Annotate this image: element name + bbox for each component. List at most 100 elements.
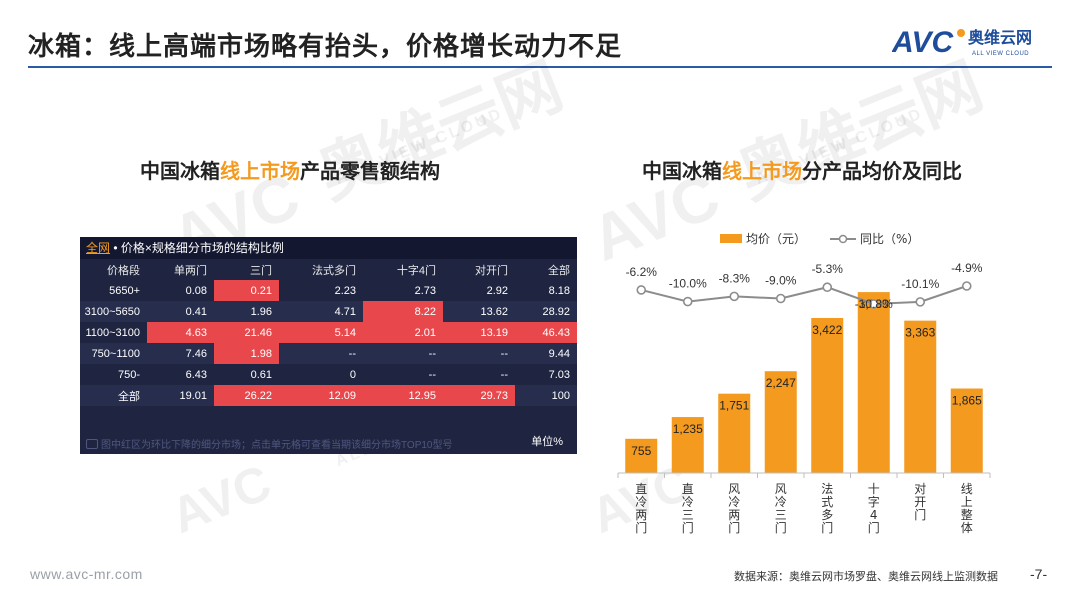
table-row: 750- 6.43 0.61 0 -- -- 7.03 xyxy=(80,364,577,385)
svg-text:奥维云网: 奥维云网 xyxy=(968,28,1032,47)
table-cell[interactable]: 7.03 xyxy=(548,368,570,381)
table-cell[interactable]: 1.98 xyxy=(214,343,279,364)
table-cell[interactable]: 2.23 xyxy=(334,284,356,297)
table-cell[interactable]: 5.14 xyxy=(279,322,363,343)
category-label-char: 对 xyxy=(914,482,926,496)
title-highlight: 线上市场 xyxy=(220,161,300,183)
table-cell[interactable]: 1.96 xyxy=(214,301,279,322)
bar xyxy=(625,438,658,473)
legend-label-line: 同比（%） xyxy=(860,232,919,246)
table-cell[interactable]: 8.22 xyxy=(363,301,443,322)
table-cell[interactable]: 12.09 xyxy=(279,385,363,406)
table-cell[interactable]: 19.01 xyxy=(147,385,214,406)
table-cell[interactable]: -- xyxy=(279,343,363,364)
table-cell[interactable]: 9.44 xyxy=(515,343,577,364)
yoy-label: -9.0% xyxy=(765,274,797,288)
title-post: 产品零售额结构 xyxy=(300,161,440,183)
table-cell[interactable]: -- xyxy=(428,368,436,381)
structure-table-panel: 全网 • 价格×规格细分市场的结构比例 价格段 单两门 三门 法式多门 十字4门 对开门全… xyxy=(80,237,577,454)
table-cell[interactable]: 13.62 xyxy=(443,301,515,322)
table-row: 全部 19.01 26.22 12.09 12.95 29.73 100 xyxy=(80,385,577,406)
bar-value-label: 1,751 xyxy=(719,399,749,413)
category-label-char: 十 xyxy=(868,482,880,496)
table-cell[interactable]: 13.19 xyxy=(443,322,515,343)
category-label-char: 法 xyxy=(821,482,833,496)
table-cell[interactable]: 0.41 xyxy=(147,301,214,322)
table-cell[interactable]: 4.63 xyxy=(147,322,214,343)
table-note: 图中红区为环比下降的细分市场；点击单元格可查看当期该细分市场TOP10型号 xyxy=(86,436,453,451)
table-cell[interactable]: 2.92 xyxy=(486,284,508,297)
structure-table: 价格段 单两门 三门 法式多门 十字4门 对开门 全部 5650+ 0.08 0.21 2.23 2… xyxy=(80,259,577,406)
row-label: 5650+ xyxy=(109,284,140,297)
table-cell[interactable]: 0 xyxy=(349,368,356,381)
table-cell[interactable]: 2.01 xyxy=(363,322,443,343)
bar xyxy=(811,317,844,473)
row-label: 1100~3100 xyxy=(85,326,140,339)
column-header: 法式多门 xyxy=(312,264,356,277)
title-pre: 中国冰箱 xyxy=(642,161,722,183)
table-cell[interactable]: 26.22 xyxy=(214,385,279,406)
table-cell[interactable]: 6.43 xyxy=(185,368,207,381)
table-cell[interactable]: 29.73 xyxy=(443,385,515,406)
category-label-char: 冷 xyxy=(775,495,787,509)
column-header: 十字4门 xyxy=(396,264,436,277)
table-cell[interactable]: 28.92 xyxy=(515,301,577,322)
bar xyxy=(857,292,890,473)
table-cell[interactable]: -- xyxy=(363,343,443,364)
bar-value-label: 3,422 xyxy=(812,323,842,337)
table-cell[interactable]: 2.73 xyxy=(414,284,436,297)
category-label-char: 体 xyxy=(961,521,973,535)
left-panel-title: 中国冰箱线上市场产品零售额结构 xyxy=(140,155,440,184)
yoy-point xyxy=(868,299,879,309)
table-cell[interactable]: 8.18 xyxy=(548,284,570,297)
category-label-char: 直 xyxy=(635,482,647,496)
category-label-char: 风 xyxy=(728,482,740,496)
table-cell[interactable]: 0.61 xyxy=(250,368,272,381)
table-cell[interactable]: -- xyxy=(500,368,508,381)
svg-text:AVC: AVC xyxy=(892,26,954,59)
table-row: 5650+ 0.08 0.21 2.23 2.73 2.92 8.18 xyxy=(80,280,577,301)
category-label-char: 两 xyxy=(635,508,647,522)
table-cell[interactable]: -- xyxy=(443,343,515,364)
all-network-link[interactable]: 全网 xyxy=(86,241,111,255)
category-label-char: 4 xyxy=(870,508,878,522)
category-label-char: 门 xyxy=(914,507,926,522)
column-header: 对开门 xyxy=(475,264,508,277)
table-row: 1100~3100 4.63 21.46 5.14 2.01 13.19 46.43 xyxy=(80,322,577,343)
yoy-line xyxy=(641,285,968,306)
bar-value-label: 1,235 xyxy=(673,422,703,436)
table-cell[interactable]: 0.21 xyxy=(214,280,279,301)
yoy-label: -4.9% xyxy=(951,261,983,275)
category-label-char: 式 xyxy=(821,495,833,509)
bar xyxy=(764,371,797,473)
yoy-label: -8.3% xyxy=(719,271,751,285)
bar xyxy=(950,388,983,473)
page-number: -7- xyxy=(1030,566,1048,582)
category-label-char: 门 xyxy=(682,520,694,535)
table-cell[interactable]: 100 xyxy=(515,385,577,406)
category-label-char: 三 xyxy=(775,508,787,522)
title-divider xyxy=(28,66,1052,68)
bar-value-label: 755 xyxy=(631,444,651,458)
bar xyxy=(718,393,751,473)
bar-value-label: 1,865 xyxy=(952,394,982,408)
yoy-point xyxy=(636,285,647,295)
category-label-char: 风 xyxy=(775,482,787,496)
table-header-bar: 全网 • 价格×规格细分市场的结构比例 xyxy=(80,237,577,259)
table-cell[interactable]: 4.71 xyxy=(279,301,363,322)
table-cell[interactable]: 7.46 xyxy=(147,343,214,364)
category-label-char: 门 xyxy=(868,520,880,535)
row-label: 3100~5650 xyxy=(80,301,147,322)
data-source: 数据来源：奥维云网市场罗盘、奥维云网线上监测数据 xyxy=(734,571,998,583)
category-label-char: 两 xyxy=(728,508,740,522)
title-pre: 中国冰箱 xyxy=(140,161,220,183)
table-cell[interactable]: 12.95 xyxy=(363,385,443,406)
table-row: 3100~5650 0.41 1.96 4.71 8.22 13.62 28.92 xyxy=(80,301,577,322)
table-cell[interactable]: 0.08 xyxy=(185,284,207,297)
table-cell[interactable]: 46.43 xyxy=(515,322,577,343)
table-cell[interactable]: 21.46 xyxy=(214,322,279,343)
column-header: 全部 xyxy=(548,264,570,277)
avc-logo: AVC 奥维云网 ALL VIEW CLOUD xyxy=(892,26,1032,59)
category-label-char: 门 xyxy=(728,520,740,535)
row-label: 750- xyxy=(117,368,140,381)
